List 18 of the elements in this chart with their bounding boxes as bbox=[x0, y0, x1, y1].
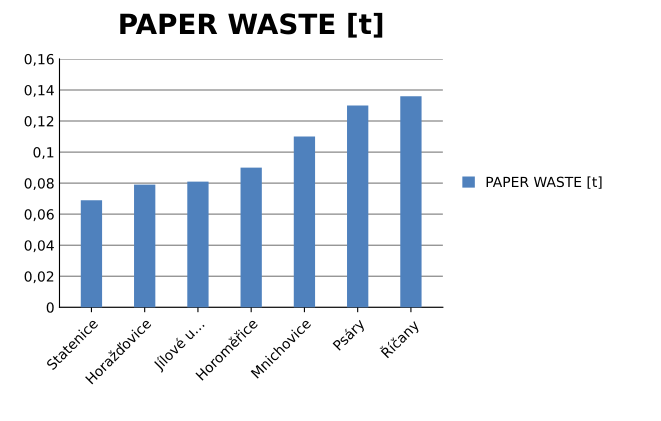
y-tick-label: 0,08 bbox=[24, 178, 54, 190]
y-tick-label: 0,16 bbox=[24, 54, 54, 66]
y-tick-label: 0,12 bbox=[24, 116, 54, 128]
y-tick-label: 0,14 bbox=[24, 84, 54, 97]
bar bbox=[187, 182, 209, 308]
bar bbox=[400, 96, 422, 308]
y-tick-label: 0 bbox=[46, 302, 54, 313]
y-tick-label: 0,06 bbox=[24, 209, 54, 222]
bar bbox=[347, 106, 368, 308]
legend-label: PAPER WASTE [t] bbox=[486, 176, 602, 189]
bar bbox=[134, 184, 156, 308]
y-tick-label: 0,04 bbox=[24, 240, 54, 252]
bar bbox=[240, 168, 262, 308]
bar bbox=[80, 200, 102, 308]
chart-title: PAPER WASTE [t] bbox=[120, 12, 382, 38]
y-tick-label: 0,1 bbox=[33, 147, 54, 159]
y-tick-label: 0,02 bbox=[24, 271, 54, 284]
bar bbox=[294, 136, 316, 308]
